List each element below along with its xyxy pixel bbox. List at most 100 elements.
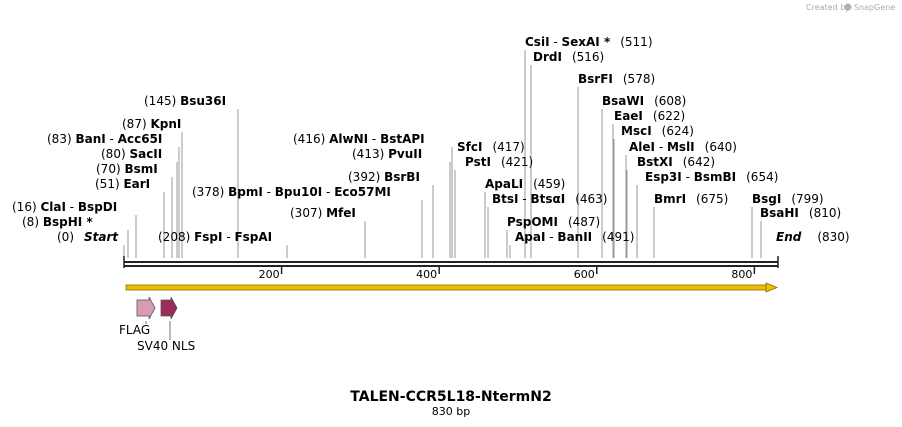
restriction-site-bpmi[interactable]: (378) BpmI - Bpu10I - Eco57MI xyxy=(192,185,391,199)
restriction-site-bsu36i[interactable]: (145) Bsu36I xyxy=(144,94,226,108)
enzyme-name: PstI xyxy=(465,155,491,169)
site-position: (622) xyxy=(653,109,685,123)
feature-arrow-sv40-nls[interactable] xyxy=(161,297,177,319)
enzyme-name: BspHI * xyxy=(43,215,94,229)
site-separator: - xyxy=(322,185,334,199)
enzyme-name: BsmBI xyxy=(694,170,736,184)
site-label[interactable]: (392) BsrBI xyxy=(348,170,420,184)
restriction-site-bmri[interactable]: BmrI(675) xyxy=(654,192,728,206)
enzyme-name: EarI xyxy=(123,177,150,191)
enzyme-name: MfeI xyxy=(326,206,356,220)
restriction-site-clai[interactable]: (16) ClaI - BspDI xyxy=(12,200,117,214)
site-label[interactable]: (70) BsmI xyxy=(96,162,158,176)
site-label[interactable]: PspOMI(487) xyxy=(507,215,600,229)
site-label[interactable]: BsaWI(608) xyxy=(602,94,686,108)
site-label[interactable]: (51) EarI xyxy=(95,177,150,191)
site-label[interactable]: (87) KpnI xyxy=(122,117,181,131)
restriction-site-msci[interactable]: MscI(624) xyxy=(621,124,694,138)
enzyme-name: BsrBI xyxy=(384,170,420,184)
enzyme-name: CsiI xyxy=(525,35,550,49)
restriction-site-bsmi[interactable]: (70) BsmI xyxy=(96,162,158,176)
enzyme-name: BstXI xyxy=(637,155,673,169)
restriction-site-csii[interactable]: CsiI - SexAI *(511) xyxy=(525,35,653,49)
restriction-site-apai[interactable]: ApaI - BanII(491) xyxy=(515,230,634,244)
site-label[interactable]: (208) FspI - FspAI xyxy=(158,230,272,244)
site-label[interactable]: (413) PvuII xyxy=(352,147,422,161)
site-label[interactable]: SfcI(417) xyxy=(457,140,525,154)
site-label[interactable]: CsiI - SexAI *(511) xyxy=(525,35,653,49)
site-position: (70) xyxy=(96,162,124,176)
restriction-site-bsrbi[interactable]: (392) BsrBI xyxy=(348,170,420,184)
site-label[interactable]: (145) Bsu36I xyxy=(144,94,226,108)
site-label[interactable]: BmrI(675) xyxy=(654,192,728,206)
tick-label-600: 600 xyxy=(574,268,595,281)
site-position: (491) xyxy=(602,230,634,244)
site-label[interactable]: (80) SacII xyxy=(101,147,162,161)
restriction-site-eaei[interactable]: EaeI(622) xyxy=(614,109,685,123)
start-position: (0) xyxy=(57,230,74,244)
site-label[interactable]: (8) BspHI * xyxy=(22,215,93,229)
enzyme-name: BanII xyxy=(557,230,592,244)
restriction-site-pvuii[interactable]: (413) PvuII xyxy=(352,147,422,161)
site-label[interactable]: (378) BpmI - Bpu10I - Eco57MI xyxy=(192,185,391,199)
site-labels: (16) ClaI - BspDI(8) BspHI * (51) EarI(70… xyxy=(12,35,850,244)
enzyme-name: FspAI xyxy=(234,230,272,244)
site-label[interactable]: (83) BanI - Acc65I xyxy=(47,132,162,146)
site-separator: - xyxy=(519,192,531,206)
site-label[interactable]: BsgI(799) xyxy=(752,192,824,206)
restriction-site-alwni[interactable]: (416) AlwNI - BstAPI xyxy=(293,132,425,146)
site-label[interactable]: AleI - MslI(640) xyxy=(629,140,737,154)
restriction-site-btsi[interactable]: BtsI - BtsαI(463) xyxy=(492,192,607,206)
start-name: Start xyxy=(84,230,119,244)
restriction-site-eari[interactable]: (51) EarI xyxy=(95,177,150,191)
site-label[interactable]: EaeI(622) xyxy=(614,109,685,123)
site-label[interactable]: Esp3I - BsmBI(654) xyxy=(645,170,778,184)
restriction-site-bsrfi[interactable]: BsrFI(578) xyxy=(578,72,655,86)
restriction-site-kpni[interactable]: (87) KpnI xyxy=(122,117,181,131)
restriction-site-bsgi[interactable]: BsgI(799) xyxy=(752,192,824,206)
site-label[interactable]: MscI(624) xyxy=(621,124,694,138)
site-separator: - xyxy=(66,200,78,214)
restriction-site-bsahi[interactable]: BsaHI(810) xyxy=(760,206,841,220)
enzyme-name: BpmI xyxy=(228,185,263,199)
site-label[interactable]: (416) AlwNI - BstAPI xyxy=(293,132,425,146)
feature-flag[interactable]: FLAG xyxy=(119,297,155,337)
plasmid-map: Created by SnapGene (16) ClaI - BspDI(8)… xyxy=(0,0,902,427)
restriction-site-bani[interactable]: (83) BanI - Acc65I xyxy=(47,132,162,146)
restriction-site-fspi[interactable]: (208) FspI - FspAI xyxy=(158,230,272,244)
site-label[interactable]: (16) ClaI - BspDI xyxy=(12,200,117,214)
site-label[interactable]: PstI(421) xyxy=(465,155,533,169)
enzyme-name: MscI xyxy=(621,124,652,138)
restriction-site-drdi[interactable]: DrdI(516) xyxy=(533,50,604,64)
site-label[interactable]: (307) MfeI xyxy=(290,206,356,220)
site-label[interactable]: BtsI - BtsαI(463) xyxy=(492,192,607,206)
site-position: (640) xyxy=(705,140,737,154)
site-position: (378) xyxy=(192,185,228,199)
restriction-site-mfei[interactable]: (307) MfeI xyxy=(290,206,356,220)
site-label[interactable]: DrdI(516) xyxy=(533,50,604,64)
tick-label-400: 400 xyxy=(416,268,437,281)
restriction-site-bstxi[interactable]: BstXI(642) xyxy=(637,155,715,169)
site-label[interactable]: ApaI - BanII(491) xyxy=(515,230,634,244)
enzyme-name: PvuII xyxy=(388,147,422,161)
enzyme-name: Esp3I xyxy=(645,170,682,184)
restriction-site-sacii[interactable]: (80) SacII xyxy=(101,147,162,161)
site-label[interactable]: BstXI(642) xyxy=(637,155,715,169)
site-leader-lines xyxy=(124,50,761,258)
restriction-site-sfci[interactable]: SfcI(417) xyxy=(457,140,525,154)
site-label[interactable]: BsrFI(578) xyxy=(578,72,655,86)
enzyme-name: Bsu36I xyxy=(180,94,226,108)
restriction-site-psti[interactable]: PstI(421) xyxy=(465,155,533,169)
snapgene-credit: Created by SnapGene xyxy=(806,3,895,12)
restriction-site-alei[interactable]: AleI - MslI(640) xyxy=(629,140,737,154)
site-position: (83) xyxy=(47,132,75,146)
site-label[interactable]: BsaHI(810) xyxy=(760,206,841,220)
feature-arrow-flag[interactable] xyxy=(137,297,155,319)
site-position: (416) xyxy=(293,132,329,146)
restriction-site-bsphi[interactable]: (8) BspHI * xyxy=(22,215,93,229)
site-separator: - xyxy=(550,35,562,49)
restriction-site-esp3i[interactable]: Esp3I - BsmBI(654) xyxy=(645,170,778,184)
restriction-site-pspomi[interactable]: PspOMI(487) xyxy=(507,215,600,229)
site-separator: - xyxy=(368,132,380,146)
restriction-site-bsawi[interactable]: BsaWI(608) xyxy=(602,94,686,108)
